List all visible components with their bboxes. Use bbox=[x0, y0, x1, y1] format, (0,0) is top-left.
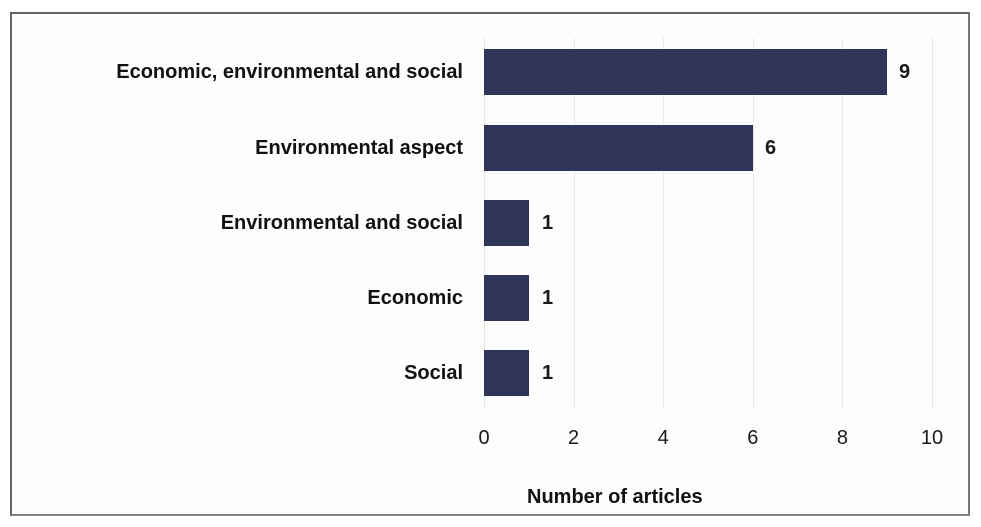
plot-area: 9 6 1 1 1 bbox=[484, 38, 933, 408]
bar-value: 1 bbox=[542, 287, 554, 309]
x-axis-title: Number of articles bbox=[527, 486, 703, 508]
bar-economic-environmental-social bbox=[484, 49, 887, 95]
x-tick-label: 2 bbox=[568, 427, 580, 449]
gridline-2 bbox=[573, 38, 575, 408]
bar-value: 1 bbox=[542, 212, 554, 234]
bar-environmental-social bbox=[484, 200, 529, 246]
category-label: Social bbox=[404, 362, 463, 384]
bar-value: 6 bbox=[765, 137, 777, 159]
bar-value: 1 bbox=[542, 362, 554, 384]
gridline-10 bbox=[932, 38, 933, 408]
x-tick-label: 8 bbox=[836, 427, 848, 449]
category-label: Environmental aspect bbox=[255, 137, 463, 159]
x-tick-label: 4 bbox=[657, 427, 669, 449]
bar-environmental-aspect bbox=[484, 125, 753, 171]
x-tick-label: 0 bbox=[478, 427, 490, 449]
category-label: Environmental and social bbox=[220, 212, 463, 234]
gridline-6 bbox=[752, 38, 754, 408]
bar-value: 9 bbox=[899, 61, 911, 83]
x-tick-label: 10 bbox=[920, 427, 944, 449]
category-label: Economic, environmental and social bbox=[116, 61, 463, 83]
bar-economic bbox=[484, 275, 529, 321]
gridline-8 bbox=[842, 38, 844, 408]
category-label: Economic bbox=[367, 287, 463, 309]
bar-social bbox=[484, 350, 529, 396]
x-tick-label: 6 bbox=[747, 427, 759, 449]
gridline-4 bbox=[663, 38, 665, 408]
chart-frame bbox=[10, 12, 970, 516]
